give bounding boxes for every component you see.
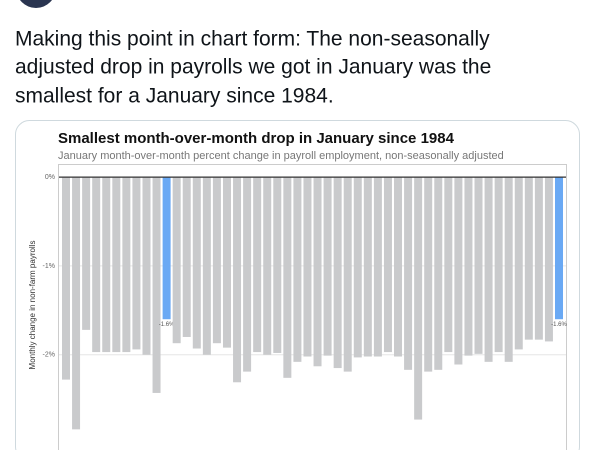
bar (243, 177, 252, 372)
bar (182, 177, 191, 337)
bar (233, 177, 242, 383)
bar (102, 177, 111, 353)
bar (524, 177, 533, 340)
bar (484, 177, 493, 362)
bar (373, 177, 382, 357)
bar (273, 177, 282, 353)
bar (464, 177, 473, 356)
tweet-text: Making this point in chart form: The non… (15, 28, 490, 51)
data-label: -1.6% (159, 322, 175, 328)
bar (92, 177, 101, 353)
bar (212, 177, 221, 344)
bar (555, 177, 563, 320)
bar (474, 177, 483, 354)
bar (394, 177, 403, 357)
bar (162, 177, 171, 320)
bar (363, 177, 372, 357)
y-tick-label: 0% (45, 174, 55, 181)
bar (353, 177, 362, 358)
avatar[interactable] (16, 0, 56, 8)
bar (142, 177, 151, 355)
bar (152, 177, 161, 393)
bar (222, 177, 231, 348)
bar (112, 177, 121, 353)
bar (293, 177, 302, 362)
bar (444, 177, 453, 353)
bar (122, 177, 131, 353)
bar (343, 177, 352, 372)
bar (192, 177, 201, 349)
tweet-text: smallest for a January since 1984. (15, 85, 334, 108)
bar (333, 177, 342, 369)
bar (313, 177, 322, 367)
bar (132, 177, 141, 350)
bar (283, 177, 292, 378)
bar (404, 177, 413, 370)
bar (303, 177, 312, 357)
chart-title: Smallest month-over-month drop in Januar… (58, 130, 455, 147)
bar (263, 177, 272, 355)
bar (544, 177, 553, 342)
bar (202, 177, 211, 355)
data-label: -1.6% (551, 322, 567, 328)
bar (72, 177, 81, 430)
bar (504, 177, 513, 362)
chart-subtitle: January month-over-month percent change … (58, 150, 504, 162)
y-tick-label: -2% (43, 352, 55, 359)
bar (514, 177, 523, 350)
y-tick-label: -1% (43, 263, 55, 270)
bar (494, 177, 503, 353)
bar (383, 177, 392, 353)
y-axis-label: Monthly change in non-farm payrolls (28, 241, 37, 370)
bar (414, 177, 423, 420)
bar (424, 177, 433, 372)
bar (534, 177, 543, 340)
tweet-text: adjusted drop in payrolls we got in Janu… (15, 56, 491, 79)
bar (62, 177, 70, 380)
bar (172, 177, 181, 344)
bar (253, 177, 262, 353)
bar (82, 177, 91, 330)
bar (434, 177, 443, 370)
bar (454, 177, 463, 365)
bar (323, 177, 332, 356)
